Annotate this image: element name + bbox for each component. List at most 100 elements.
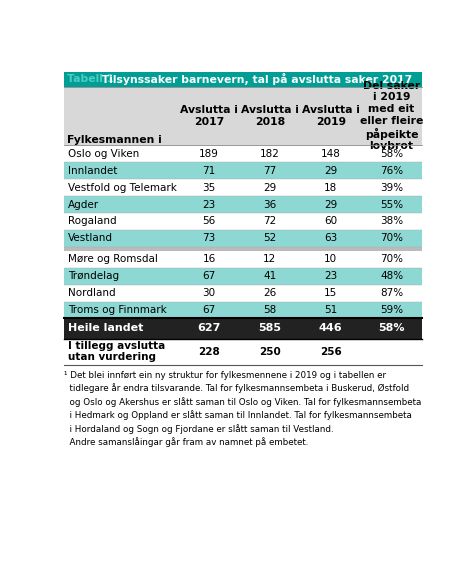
Text: Rogaland: Rogaland <box>68 216 117 227</box>
Text: 41: 41 <box>263 271 276 281</box>
Text: ¹ Det blei innført ein ny struktur for fylkesmennene i 2019 og i tabellen er
  t: ¹ Det blei innført ein ny struktur for f… <box>64 371 421 447</box>
Bar <box>361 267 422 285</box>
Bar <box>239 145 300 162</box>
Bar <box>361 213 422 230</box>
Text: Avslutta i
2019: Avslutta i 2019 <box>302 105 360 126</box>
Text: I tillegg avslutta
utan vurdering: I tillegg avslutta utan vurdering <box>68 341 165 362</box>
Text: 67: 67 <box>202 305 216 315</box>
Bar <box>64 285 179 301</box>
Text: Agder: Agder <box>68 200 99 209</box>
Bar <box>179 145 239 162</box>
Text: 189: 189 <box>199 149 219 159</box>
Text: 10: 10 <box>324 254 337 264</box>
Text: 67: 67 <box>202 271 216 281</box>
Text: 256: 256 <box>320 347 342 356</box>
Bar <box>361 87 422 145</box>
Text: 29: 29 <box>324 200 337 209</box>
Text: Avslutta i
2018: Avslutta i 2018 <box>241 105 299 126</box>
Text: 52: 52 <box>263 233 276 243</box>
Bar <box>300 267 361 285</box>
Bar <box>179 162 239 179</box>
Bar <box>300 251 361 267</box>
Bar <box>64 213 179 230</box>
Text: 58: 58 <box>263 305 276 315</box>
Text: 87%: 87% <box>380 288 403 298</box>
Text: Heile landet: Heile landet <box>68 324 143 334</box>
Bar <box>64 179 179 196</box>
Text: 48%: 48% <box>380 271 403 281</box>
Bar <box>300 87 361 145</box>
Bar <box>64 301 179 319</box>
Bar <box>179 87 239 145</box>
Bar <box>179 230 239 247</box>
Bar <box>239 179 300 196</box>
Bar <box>361 285 422 301</box>
Bar <box>64 251 179 267</box>
Text: 36: 36 <box>263 200 276 209</box>
Text: 26: 26 <box>263 288 276 298</box>
Bar <box>64 87 179 145</box>
Bar <box>64 319 422 339</box>
Bar <box>64 267 179 285</box>
Bar <box>361 230 422 247</box>
Text: 58%: 58% <box>378 324 405 334</box>
Text: 70%: 70% <box>380 233 403 243</box>
Text: 23: 23 <box>324 271 337 281</box>
Text: 16: 16 <box>202 254 216 264</box>
Bar <box>239 230 300 247</box>
Text: 23: 23 <box>202 200 216 209</box>
Bar <box>239 267 300 285</box>
Bar <box>300 145 361 162</box>
Bar <box>300 196 361 213</box>
Bar <box>64 339 422 365</box>
Bar <box>64 162 179 179</box>
Bar <box>300 162 361 179</box>
Text: 148: 148 <box>321 149 341 159</box>
Bar <box>64 72 422 87</box>
Text: 228: 228 <box>198 347 220 356</box>
Bar <box>300 179 361 196</box>
Bar <box>300 301 361 319</box>
Bar <box>64 230 179 247</box>
Bar <box>179 213 239 230</box>
Text: 60: 60 <box>324 216 337 227</box>
Text: 71: 71 <box>202 166 216 175</box>
Text: 585: 585 <box>258 324 282 334</box>
Bar <box>361 301 422 319</box>
Text: 35: 35 <box>202 183 216 193</box>
Text: 39%: 39% <box>380 183 403 193</box>
Bar <box>64 145 179 162</box>
Text: 55%: 55% <box>380 200 403 209</box>
Bar <box>179 301 239 319</box>
Text: 56: 56 <box>202 216 216 227</box>
Bar <box>179 251 239 267</box>
Text: Vestland: Vestland <box>68 233 113 243</box>
Bar <box>64 196 179 213</box>
Text: 76%: 76% <box>380 166 403 175</box>
Text: 38%: 38% <box>380 216 403 227</box>
Text: 29: 29 <box>324 166 337 175</box>
Text: 30: 30 <box>202 288 216 298</box>
Text: 627: 627 <box>197 324 221 334</box>
Bar <box>179 196 239 213</box>
Bar <box>361 179 422 196</box>
Bar <box>300 285 361 301</box>
Text: Innlandet: Innlandet <box>68 166 117 175</box>
Bar <box>179 179 239 196</box>
Bar <box>239 251 300 267</box>
Text: 51: 51 <box>324 305 337 315</box>
Bar <box>361 251 422 267</box>
Text: 446: 446 <box>319 324 343 334</box>
Text: Avslutta i
2017: Avslutta i 2017 <box>180 105 238 126</box>
Text: 58%: 58% <box>380 149 403 159</box>
Text: 70%: 70% <box>380 254 403 264</box>
Text: Troms og Finnmark: Troms og Finnmark <box>68 305 166 315</box>
Bar <box>361 145 422 162</box>
Text: 250: 250 <box>259 347 281 356</box>
Text: Møre og Romsdal: Møre og Romsdal <box>68 254 158 264</box>
Bar <box>361 162 422 179</box>
Bar <box>239 87 300 145</box>
Bar <box>361 196 422 213</box>
Text: 15: 15 <box>324 288 337 298</box>
Text: Fylkesmannen i: Fylkesmannen i <box>67 135 162 145</box>
